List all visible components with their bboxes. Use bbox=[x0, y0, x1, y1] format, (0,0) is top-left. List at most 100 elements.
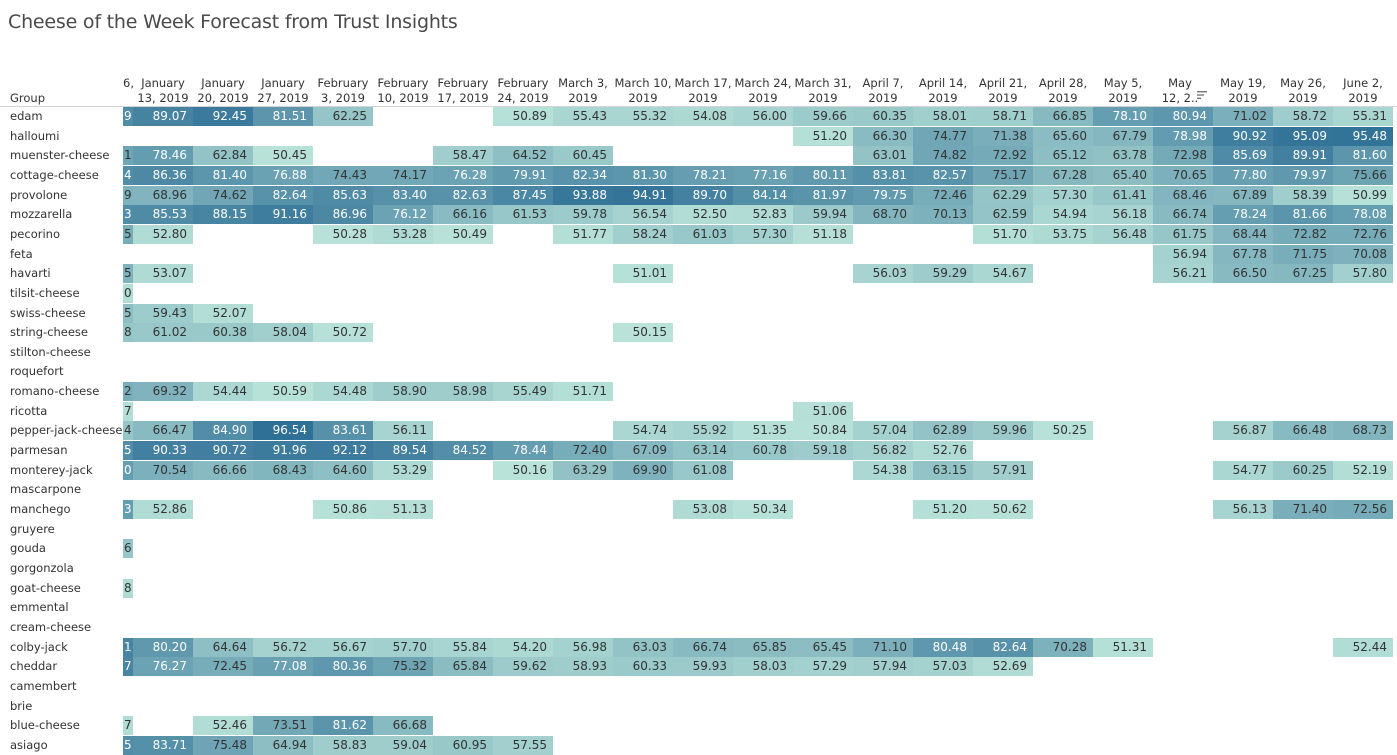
heatmap-cell[interactable]: 58.83 bbox=[313, 735, 373, 755]
heatmap-cell[interactable]: 76.88 bbox=[253, 165, 313, 185]
heatmap-cell-partial[interactable]: 4 bbox=[123, 165, 133, 185]
heatmap-cell[interactable]: 51.71 bbox=[553, 382, 613, 402]
row-label[interactable]: cream-cheese bbox=[10, 619, 92, 634]
heatmap-cell[interactable]: 55.32 bbox=[613, 107, 673, 126]
heatmap-cell[interactable]: 80.20 bbox=[133, 637, 193, 657]
heatmap-cell[interactable]: 57.03 bbox=[913, 657, 973, 677]
heatmap-cell[interactable]: 59.29 bbox=[913, 264, 973, 284]
heatmap-cell-partial[interactable]: 6 bbox=[123, 539, 133, 559]
heatmap-cell[interactable]: 74.77 bbox=[913, 126, 973, 146]
heatmap-cell[interactable]: 60.95 bbox=[433, 735, 493, 755]
heatmap-cell-partial[interactable]: 9 bbox=[123, 107, 133, 126]
heatmap-cell[interactable]: 57.29 bbox=[793, 657, 853, 677]
heatmap-cell[interactable]: 79.75 bbox=[853, 185, 913, 205]
row-label[interactable]: halloumi bbox=[10, 128, 60, 143]
row-label[interactable]: muenster-cheese bbox=[10, 148, 110, 163]
heatmap-cell-partial[interactable]: 8 bbox=[123, 323, 133, 343]
heatmap-cell[interactable]: 95.09 bbox=[1273, 126, 1333, 146]
heatmap-cell[interactable]: 57.30 bbox=[733, 224, 793, 244]
heatmap-cell[interactable]: 59.04 bbox=[373, 735, 433, 755]
heatmap-cell[interactable]: 76.27 bbox=[133, 657, 193, 677]
row-label[interactable]: manchego bbox=[10, 502, 71, 516]
heatmap-cell[interactable]: 90.72 bbox=[193, 441, 253, 461]
heatmap-cell[interactable]: 61.41 bbox=[1093, 185, 1153, 205]
heatmap-cell[interactable]: 56.03 bbox=[853, 264, 913, 284]
heatmap-cell[interactable]: 57.80 bbox=[1333, 264, 1393, 284]
heatmap-cell[interactable]: 57.94 bbox=[853, 657, 913, 677]
heatmap-cell[interactable]: 60.38 bbox=[193, 323, 253, 343]
row-label[interactable]: parmesan bbox=[10, 443, 68, 458]
row-label[interactable]: provolone bbox=[10, 187, 68, 202]
heatmap-cell[interactable]: 74.17 bbox=[373, 165, 433, 185]
heatmap-cell[interactable]: 66.30 bbox=[853, 126, 913, 146]
heatmap-cell[interactable]: 51.01 bbox=[613, 264, 673, 284]
heatmap-cell-partial[interactable]: 5 bbox=[123, 441, 133, 461]
heatmap-cell[interactable]: 70.54 bbox=[133, 460, 193, 480]
heatmap-cell[interactable]: 81.97 bbox=[793, 185, 853, 205]
heatmap-cell[interactable]: 73.51 bbox=[253, 716, 313, 736]
heatmap-cell[interactable]: 63.03 bbox=[613, 637, 673, 657]
column-header[interactable]: May 5, 2019 bbox=[1093, 76, 1153, 106]
heatmap-cell[interactable]: 93.88 bbox=[553, 185, 613, 205]
heatmap-cell[interactable]: 94.91 bbox=[613, 185, 673, 205]
heatmap-cell[interactable]: 56.48 bbox=[1093, 224, 1153, 244]
heatmap-cell[interactable]: 71.40 bbox=[1273, 500, 1333, 519]
heatmap-cell[interactable]: 50.59 bbox=[253, 382, 313, 402]
heatmap-cell[interactable]: 71.75 bbox=[1273, 244, 1333, 264]
column-header[interactable]: March 3, 2019 bbox=[553, 76, 613, 106]
heatmap-cell[interactable]: 67.25 bbox=[1273, 264, 1333, 284]
heatmap-cell[interactable]: 82.34 bbox=[553, 165, 613, 185]
heatmap-cell[interactable]: 63.15 bbox=[913, 460, 973, 480]
heatmap-cell[interactable]: 57.04 bbox=[853, 421, 913, 441]
heatmap-cell[interactable]: 56.67 bbox=[313, 637, 373, 657]
column-header[interactable]: March 17, 2019 bbox=[673, 76, 733, 106]
heatmap-cell[interactable]: 66.74 bbox=[1153, 205, 1213, 225]
heatmap-cell-partial[interactable]: 1 bbox=[123, 637, 133, 657]
heatmap-cell[interactable]: 56.87 bbox=[1213, 421, 1273, 441]
heatmap-cell[interactable]: 50.16 bbox=[493, 460, 553, 480]
row-label[interactable]: blue-cheese bbox=[10, 718, 80, 733]
heatmap-cell[interactable]: 50.99 bbox=[1333, 185, 1393, 205]
column-header[interactable]: April 28, 2019 bbox=[1033, 76, 1093, 106]
heatmap-cell[interactable]: 72.76 bbox=[1333, 224, 1393, 244]
heatmap-cell[interactable]: 71.38 bbox=[973, 126, 1033, 146]
heatmap-cell[interactable]: 55.43 bbox=[553, 107, 613, 126]
heatmap-cell[interactable]: 50.49 bbox=[433, 224, 493, 244]
heatmap-cell[interactable]: 77.16 bbox=[733, 165, 793, 185]
heatmap-cell-partial[interactable]: 3 bbox=[123, 500, 133, 519]
row-label[interactable]: stilton-cheese bbox=[10, 344, 91, 359]
heatmap-cell[interactable]: 53.07 bbox=[133, 264, 193, 284]
heatmap-cell[interactable]: 75.32 bbox=[373, 657, 433, 677]
heatmap-cell[interactable]: 50.89 bbox=[493, 107, 553, 126]
row-label[interactable]: gruyere bbox=[10, 521, 55, 536]
heatmap-cell[interactable]: 61.02 bbox=[133, 323, 193, 343]
column-header[interactable]: May 19, 2019 bbox=[1213, 76, 1273, 106]
heatmap-cell[interactable]: 66.85 bbox=[1033, 107, 1093, 126]
heatmap-cell[interactable]: 63.01 bbox=[853, 146, 913, 166]
heatmap-cell[interactable]: 70.28 bbox=[1033, 637, 1093, 657]
row-label[interactable]: edam bbox=[10, 109, 43, 123]
heatmap-cell[interactable]: 56.54 bbox=[613, 205, 673, 225]
heatmap-cell[interactable]: 72.92 bbox=[973, 146, 1033, 166]
heatmap-cell[interactable]: 72.40 bbox=[553, 441, 613, 461]
heatmap-cell-partial[interactable]: 8 bbox=[123, 578, 133, 598]
column-header[interactable]: April 7, 2019 bbox=[853, 76, 913, 106]
heatmap-cell[interactable]: 53.29 bbox=[373, 460, 433, 480]
heatmap-cell[interactable]: 59.43 bbox=[133, 303, 193, 323]
heatmap-cell[interactable]: 58.47 bbox=[433, 146, 493, 166]
heatmap-cell[interactable]: 56.00 bbox=[733, 107, 793, 126]
row-label[interactable]: pepper-jack-cheese bbox=[10, 423, 123, 438]
heatmap-cell[interactable]: 52.50 bbox=[673, 205, 733, 225]
heatmap-cell[interactable]: 58.98 bbox=[433, 382, 493, 402]
row-label[interactable]: romano-cheese bbox=[10, 384, 100, 399]
heatmap-cell[interactable]: 51.77 bbox=[553, 224, 613, 244]
heatmap-cell[interactable]: 59.62 bbox=[493, 657, 553, 677]
row-label[interactable]: swiss-cheese bbox=[10, 305, 86, 320]
heatmap-cell[interactable]: 79.97 bbox=[1273, 165, 1333, 185]
heatmap-cell[interactable]: 68.44 bbox=[1213, 224, 1273, 244]
heatmap-cell[interactable]: 60.45 bbox=[553, 146, 613, 166]
row-label[interactable]: mascarpone bbox=[10, 482, 82, 497]
row-label[interactable]: emmental bbox=[10, 600, 69, 615]
heatmap-cell[interactable]: 90.33 bbox=[133, 441, 193, 461]
column-header[interactable]: February 24, 2019 bbox=[493, 76, 553, 106]
